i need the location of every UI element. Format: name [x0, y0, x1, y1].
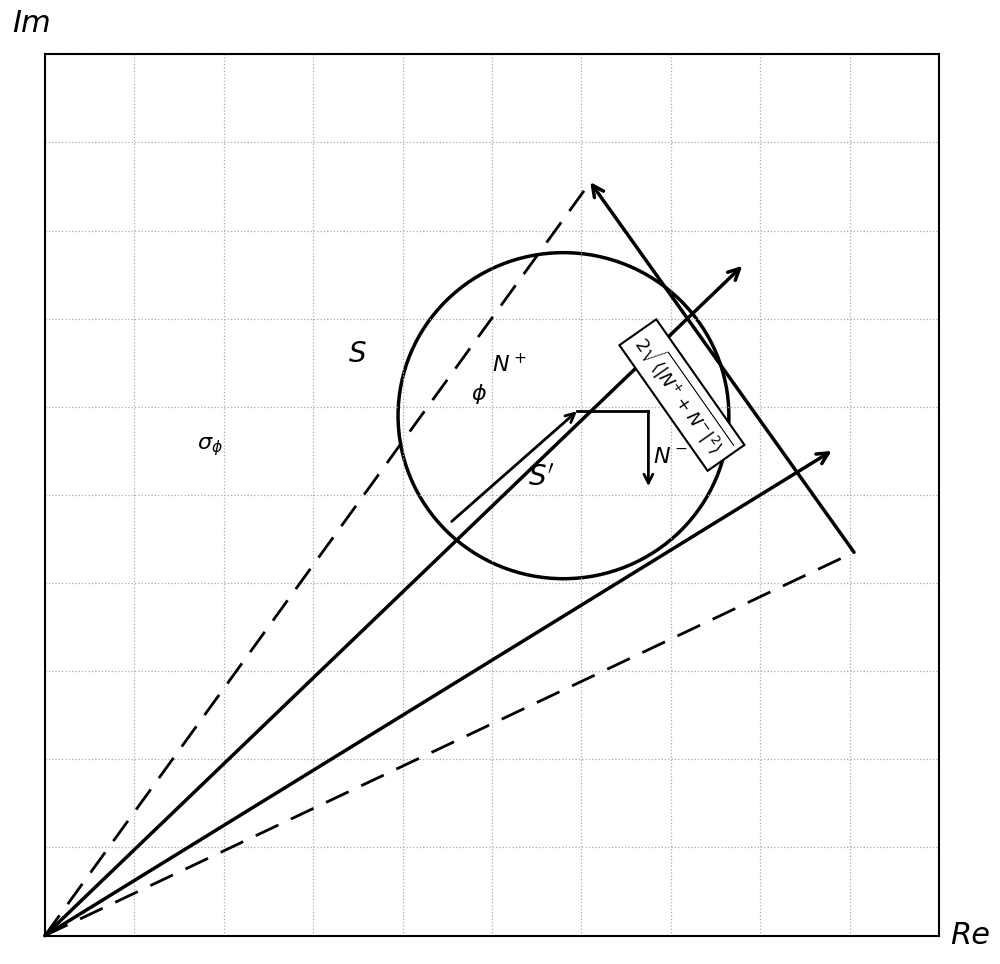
Text: $\sigma_\phi$: $\sigma_\phi$: [197, 435, 223, 458]
Text: $\phi$: $\phi$: [471, 382, 487, 406]
Text: $S$: $S$: [348, 340, 367, 368]
Text: Im: Im: [12, 9, 51, 38]
Text: $N^-$: $N^-$: [653, 446, 687, 467]
Text: $S'$: $S'$: [528, 464, 554, 492]
Text: $N^+$: $N^+$: [492, 353, 527, 376]
Text: Re: Re: [950, 922, 990, 951]
Text: $2\sqrt{\langle |N^{+}+N^{-}|^{2}\rangle}$: $2\sqrt{\langle |N^{+}+N^{-}|^{2}\rangle…: [628, 328, 736, 462]
